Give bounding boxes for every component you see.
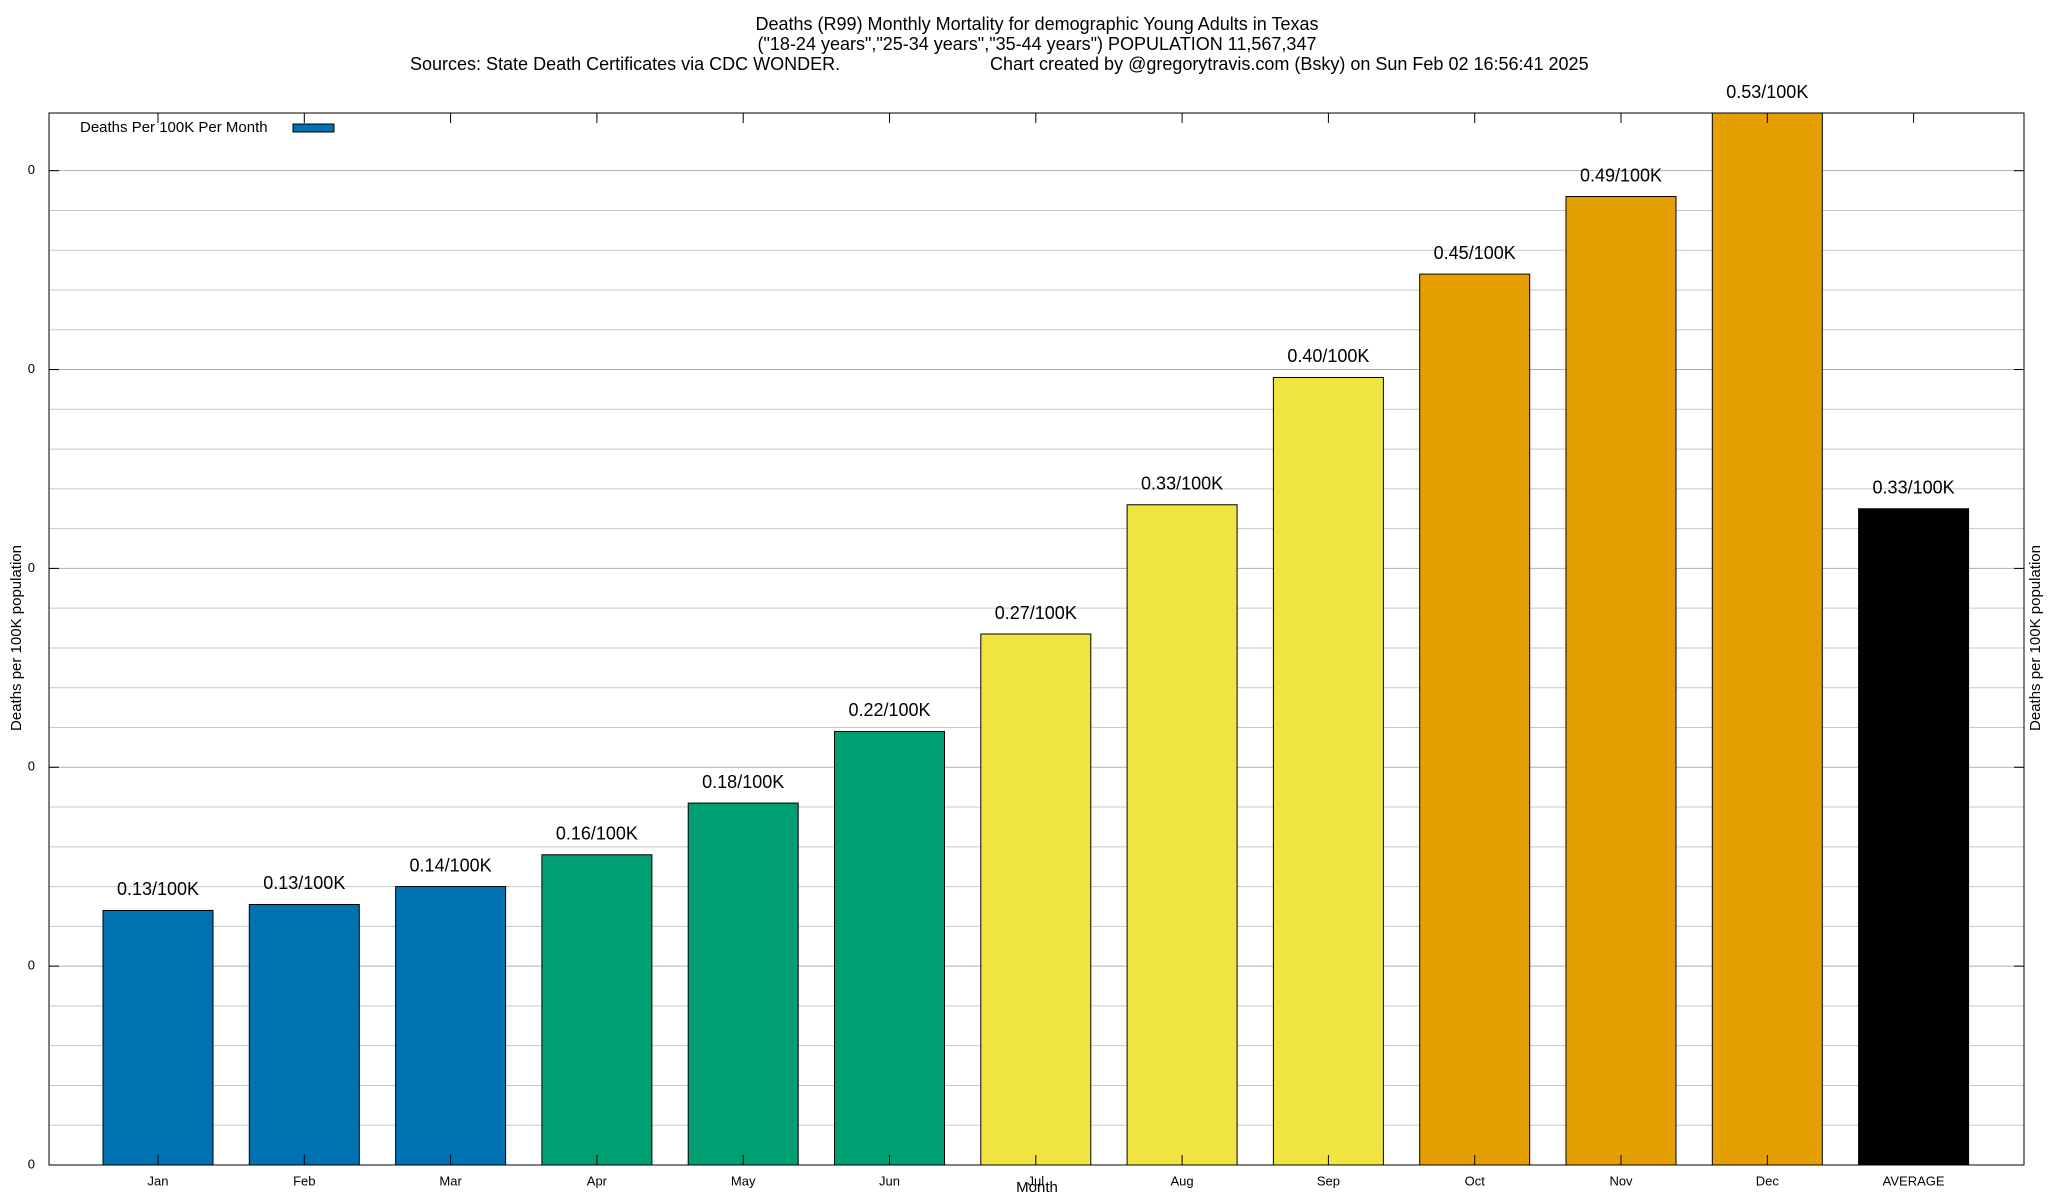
bar xyxy=(980,633,1092,1166)
x-tick-label: Oct xyxy=(1465,1173,1486,1188)
bar xyxy=(1858,508,1970,1166)
bar xyxy=(248,903,360,1166)
value-label: 0.33/100K xyxy=(1873,477,1955,497)
y-tick-label: 0 xyxy=(28,958,35,973)
legend-label: Deaths Per 100K Per Month xyxy=(80,119,268,136)
y-tick-label: 0 xyxy=(28,560,35,575)
x-tick-label: Mar xyxy=(439,1173,462,1188)
bar xyxy=(541,854,653,1166)
value-label: 0.53/100K xyxy=(1726,82,1808,102)
bar xyxy=(1419,273,1531,1166)
value-label: 0.16/100K xyxy=(556,824,638,844)
bar xyxy=(1126,504,1238,1166)
value-label: 0.18/100K xyxy=(702,772,784,792)
chart-title: Deaths (R99) Monthly Mortality for demog… xyxy=(756,14,1319,34)
y-axis-label: Deaths per 100K population xyxy=(8,545,25,731)
x-tick-label: Apr xyxy=(587,1173,608,1188)
y-tick-label: 0 xyxy=(28,759,35,774)
value-label: 0.33/100K xyxy=(1141,474,1223,494)
x-tick-label: Dec xyxy=(1756,1173,1780,1188)
bar xyxy=(102,909,214,1166)
x-tick-label: Nov xyxy=(1609,1173,1633,1188)
y-tick-label: 0 xyxy=(28,162,35,177)
y-tick-label: 0 xyxy=(28,361,35,376)
bar xyxy=(1565,196,1677,1166)
bar xyxy=(687,802,799,1166)
bar xyxy=(1711,112,1823,1166)
x-tick-label: Jul xyxy=(1027,1173,1044,1188)
value-label: 0.22/100K xyxy=(848,700,930,720)
value-label: 0.13/100K xyxy=(117,879,199,899)
value-label: 0.27/100K xyxy=(995,603,1077,623)
bar xyxy=(1272,376,1384,1166)
x-tick-label: Jun xyxy=(879,1173,900,1188)
x-tick-label: Sep xyxy=(1317,1173,1340,1188)
y-tick-label: 0 xyxy=(28,1156,35,1171)
x-tick-label: May xyxy=(731,1173,756,1188)
x-axis-label: Month xyxy=(1016,1179,1058,1196)
x-tick-label: Jan xyxy=(148,1173,169,1188)
bar xyxy=(395,886,507,1166)
x-tick-label: Aug xyxy=(1171,1173,1194,1188)
x-tick-label: Feb xyxy=(293,1173,315,1188)
chart-credit: Chart created by @gregorytravis.com (Bsk… xyxy=(990,54,1589,74)
value-label: 0.49/100K xyxy=(1580,165,1662,185)
x-tick-label: AVERAGE xyxy=(1883,1173,1945,1188)
value-label: 0.45/100K xyxy=(1434,243,1516,263)
legend-swatch xyxy=(292,123,335,133)
bar xyxy=(834,730,945,1166)
chart-source: Sources: State Death Certificates via CD… xyxy=(410,54,840,74)
value-label: 0.40/100K xyxy=(1287,346,1369,366)
value-label: 0.13/100K xyxy=(263,873,345,893)
y2-axis-label: Deaths per 100K population xyxy=(2027,545,2044,731)
chart-subtitle: ("18-24 years","25-34 years","35-44 year… xyxy=(758,34,1317,54)
value-label: 0.14/100K xyxy=(410,855,492,875)
